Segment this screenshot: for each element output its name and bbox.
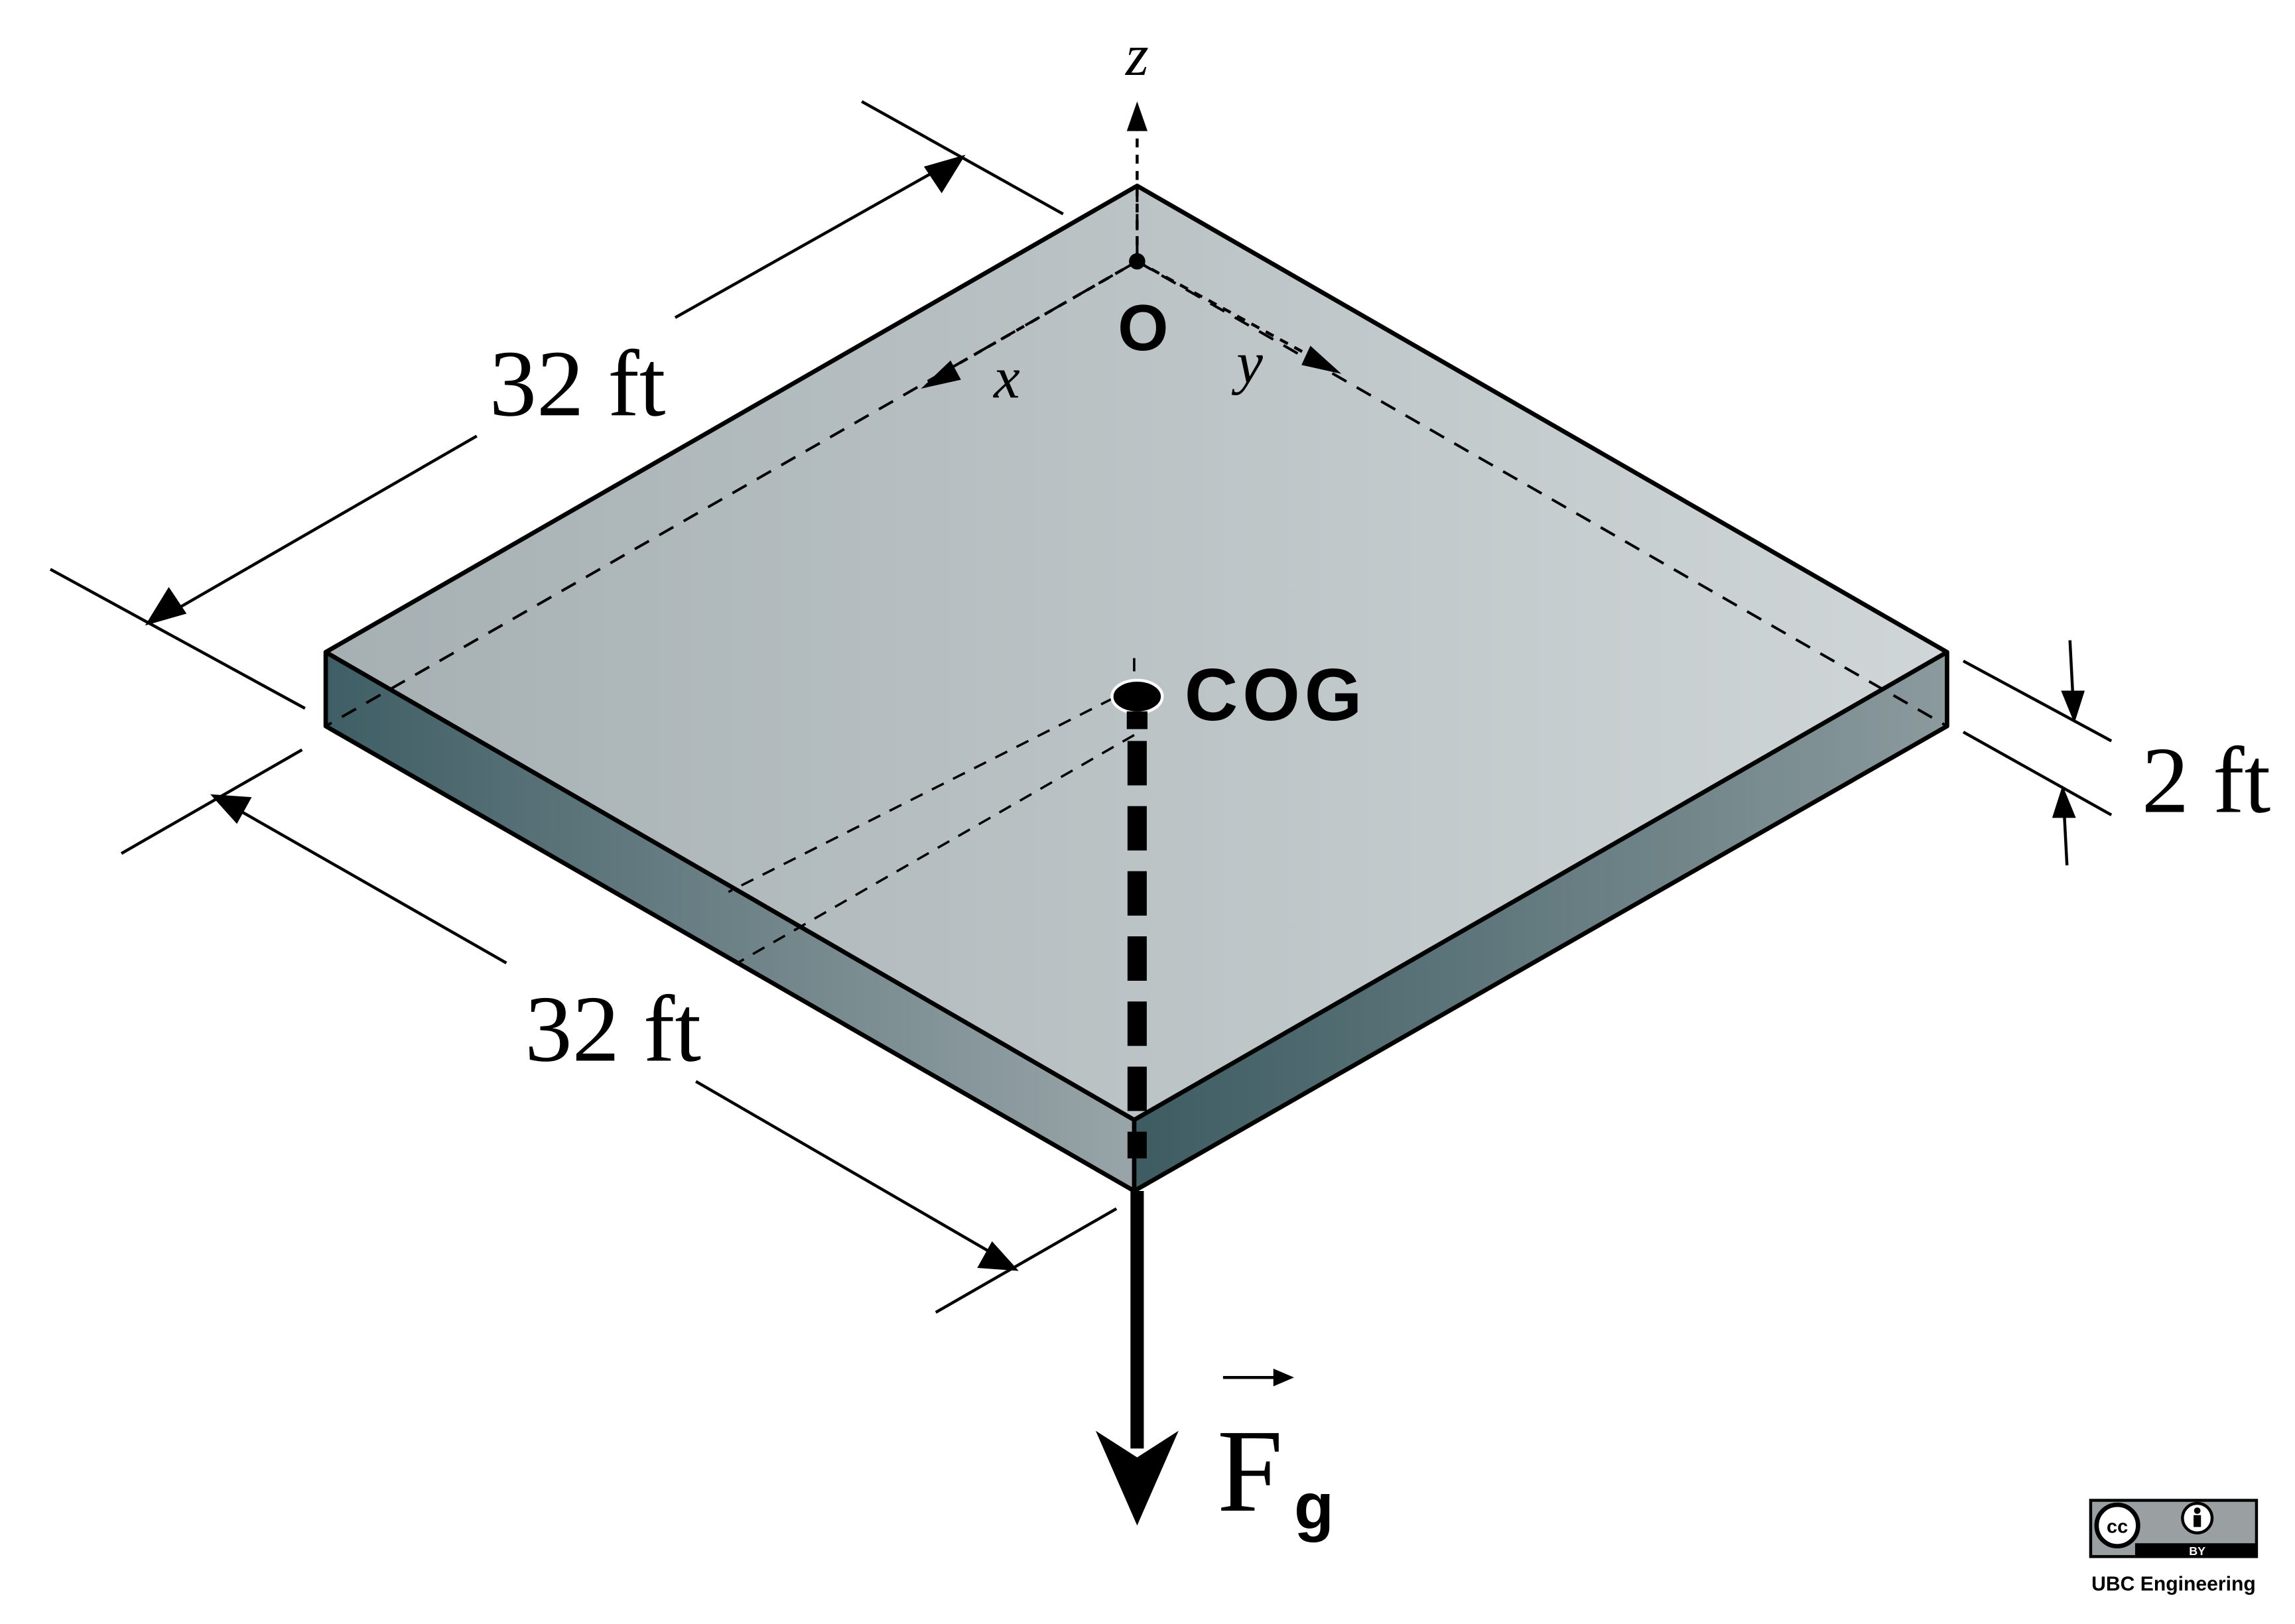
origin-point [1129, 253, 1146, 270]
z-axis-arrowhead [1126, 101, 1148, 131]
dimension-front-arrowhead-left [210, 794, 252, 824]
y-axis-line [1136, 260, 1328, 367]
axes: z x y O [921, 23, 1342, 410]
cc-text: cc [2107, 1517, 2128, 1538]
gravity-force-arrowhead [1095, 1430, 1179, 1526]
dimension-thickness-arrowhead-top [2061, 690, 2085, 723]
dimension-front-label: 32 ft [525, 977, 701, 1082]
cog-label: COG [1185, 653, 1366, 736]
dimension-front-edge [120, 748, 1118, 1314]
dimension-thickness-label: 2 ft [2142, 728, 2270, 833]
slab-right-face [1134, 652, 1947, 1191]
slab [323, 183, 1949, 1194]
force-vector-arrow [1222, 1368, 1294, 1387]
dimension-front-arrowhead-right [977, 1241, 1019, 1271]
by-text: BY [2189, 1544, 2205, 1558]
dimension-top-arrowhead-lower [145, 587, 187, 626]
slab-left-face [326, 652, 1134, 1191]
dimension-top-label: 32 ft [490, 331, 666, 436]
y-axis-arrowhead [1301, 345, 1342, 374]
force-label: F [1217, 1405, 1283, 1536]
y-axis-label: y [1231, 330, 1263, 396]
force-subscript: g [1294, 1469, 1334, 1542]
cc-icon [2094, 1502, 2140, 1549]
license-owner-label: UBC Engineering [2091, 1574, 2256, 1595]
dimension-thickness [1962, 640, 2113, 865]
dimension-thickness-arrowhead-bottom [2052, 785, 2076, 818]
dimension-top-arrowhead-upper [923, 155, 966, 194]
z-axis-label: z [1125, 23, 1149, 88]
origin-label: O [1118, 291, 1168, 364]
x-axis-label: x [992, 345, 1020, 410]
cog-marker [1110, 678, 1164, 729]
x-axis-arrowhead [921, 360, 961, 389]
x-axis-line [935, 260, 1138, 379]
cc-by-license-badge: cc BY [2089, 1499, 2259, 1558]
